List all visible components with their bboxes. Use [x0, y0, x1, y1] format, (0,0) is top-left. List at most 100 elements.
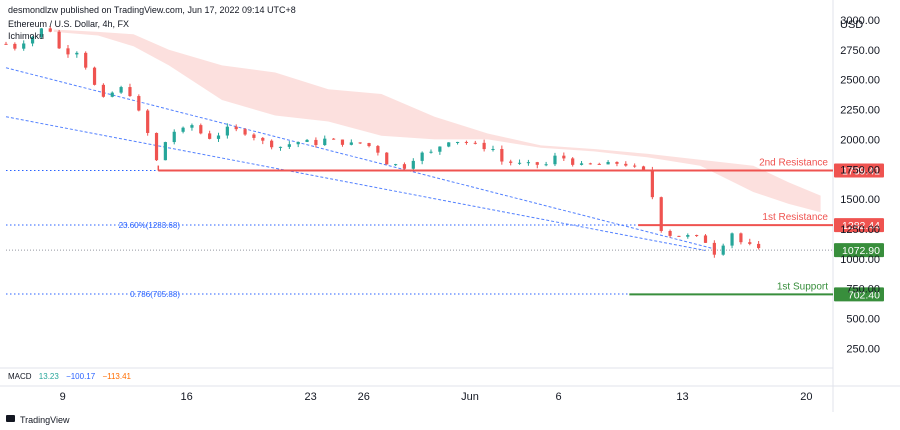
candle-body [287, 144, 291, 147]
candle-body [216, 135, 221, 139]
x-tick-label: 20 [800, 391, 812, 403]
candle-body [208, 133, 212, 139]
indicator-name[interactable]: Ichimoku [8, 31, 45, 41]
candle-body [597, 163, 601, 165]
candle-body [252, 134, 256, 138]
candle-body [57, 31, 61, 49]
candle-body [13, 43, 17, 49]
candles [4, 25, 761, 258]
trendlines [5, 67, 717, 252]
level-name-label: 1st Resistance [762, 212, 828, 223]
candle-body [367, 143, 371, 147]
candle-body [30, 36, 35, 44]
candle-body [243, 129, 247, 135]
tradingview-logo-text: TradingView [20, 415, 70, 425]
y-tick-label: 2500.00 [840, 75, 880, 87]
candle-body [385, 152, 389, 165]
level-price-tag [834, 287, 884, 302]
candle-body [4, 43, 8, 45]
candle-body [154, 132, 159, 161]
dotted-level-label: 23.60%(1283.68) [119, 221, 181, 230]
candle-body [48, 28, 52, 32]
x-tick-label: 23 [304, 391, 316, 403]
candle-body [137, 96, 141, 111]
level-price-tag [834, 218, 884, 233]
candle-body [615, 161, 619, 164]
candle-body [429, 151, 433, 153]
y-tick-label: 1250.00 [840, 224, 880, 236]
support-resistance-levels: 2nd Resistance 1739.41 1st Resistance 1282.… [157, 158, 884, 302]
candle-body [517, 162, 522, 164]
candle-body [270, 140, 274, 148]
candle-body [66, 48, 70, 55]
candle-body [491, 148, 495, 150]
candle-body [526, 162, 531, 164]
candle-body [234, 126, 238, 130]
candle-body [535, 162, 539, 165]
candle-body [438, 146, 442, 152]
candle-body [641, 166, 646, 171]
candle-body [411, 160, 415, 169]
candle-body [668, 230, 672, 236]
macd-value-macd: −100.17 [66, 372, 96, 381]
candle-body [482, 142, 486, 150]
candle-body [624, 163, 628, 166]
macd-value-histogram: 13.23 [39, 372, 60, 381]
candle-body [181, 127, 185, 132]
symbol-title[interactable]: Ethereum / U.S. Dollar, 4h, FX [8, 19, 130, 29]
candle-body [447, 142, 451, 147]
candle-body [712, 242, 716, 255]
trendline-2 [5, 116, 706, 252]
y-tick-label: 1500.00 [840, 194, 880, 206]
candle-body [473, 142, 477, 144]
y-tick-label: 500.00 [846, 314, 880, 326]
candle-body [402, 164, 407, 169]
candle-body [544, 164, 548, 166]
candle-body [455, 141, 460, 143]
level-price-text: 1282.44 [842, 220, 880, 232]
candle-body [500, 148, 504, 162]
candle-body [703, 235, 708, 243]
candle-body [119, 87, 123, 93]
candle-body [553, 155, 557, 165]
macd-legend: MACD 13.23 −100.17 −113.41 [8, 372, 132, 381]
candle-body [172, 131, 176, 143]
candle-body [358, 142, 362, 144]
candle-body [110, 92, 114, 97]
candle-body [296, 141, 300, 145]
candle-body [748, 242, 752, 244]
cloud-area [53, 29, 821, 213]
y-tick-label: 2000.00 [840, 134, 880, 146]
candle-body [323, 138, 327, 146]
level-price-text: 1739.41 [842, 166, 880, 178]
candle-body [22, 43, 26, 49]
candle-body [101, 84, 105, 97]
candle-body [314, 139, 318, 146]
y-tick-label: 3000.00 [840, 15, 880, 27]
price-axis: 3000.00 2750.00 2500.00 2250.00 2000.00 1750.… [840, 15, 880, 355]
x-tick-label: 16 [181, 391, 193, 403]
candle-body [695, 235, 699, 237]
candle-body [393, 164, 398, 166]
current-price-tag [834, 243, 884, 258]
publisher-line: desmondlzw published on TradingView.com,… [8, 5, 296, 15]
candle-body [721, 245, 725, 255]
candle-body [163, 142, 167, 161]
candle-body [606, 161, 610, 165]
candle-body [92, 67, 97, 85]
y-tick-label: 2750.00 [840, 45, 880, 57]
dotted-level-label: 0.786(705.88) [130, 290, 180, 299]
macd-label: MACD [8, 372, 32, 381]
y-tick-label: 250.00 [846, 343, 880, 355]
candle-body [659, 197, 663, 231]
candle-body [562, 155, 566, 159]
candle-body [225, 126, 229, 136]
candle-body [579, 163, 584, 165]
candle-body [730, 233, 734, 246]
candle-body [128, 87, 132, 97]
y-tick-label: 1000.00 [840, 254, 880, 266]
tradingview-logo[interactable]: TradingView [6, 415, 70, 425]
trendline-1 [5, 67, 717, 250]
y-tick-label: 750.00 [846, 284, 880, 296]
candle-body [278, 146, 283, 148]
